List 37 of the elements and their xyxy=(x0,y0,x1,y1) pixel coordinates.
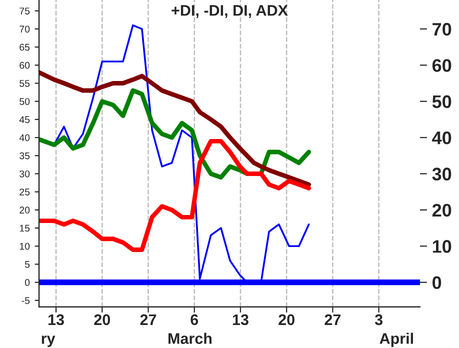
y2-tick-label: 10 xyxy=(432,240,452,253)
x-tick-label: 20 xyxy=(94,314,110,326)
x2-tick-label: ry xyxy=(42,336,56,347)
y-tick-label: -5 xyxy=(22,297,30,304)
x-tick-label: 3 xyxy=(374,314,383,326)
x-tick-label: 20 xyxy=(278,314,294,326)
y-tick-label: 25 xyxy=(20,188,30,196)
y2-tick-label: 20 xyxy=(432,204,452,217)
x-tick-label: 6 xyxy=(190,314,198,326)
y-tick-label: 50 xyxy=(20,98,30,105)
y-tick-label: 5 xyxy=(24,261,30,268)
y2-tick-label: 30 xyxy=(432,168,452,180)
y-tick-label: 75 xyxy=(20,8,30,14)
chart-title: +DI, -DI, DI, ADX xyxy=(172,5,288,18)
x-tick-label: 13 xyxy=(232,314,248,326)
x-tick-label: 13 xyxy=(48,314,64,326)
y2-tick-label: 70 xyxy=(432,22,452,36)
y2-tick-label: 60 xyxy=(432,59,452,72)
y-tick-label: 0 xyxy=(24,279,30,286)
y-tick-label: 70 xyxy=(20,26,30,33)
y-tick-label: 15 xyxy=(20,224,30,232)
x2-tick-label: April xyxy=(380,332,413,347)
y-tick-label: 65 xyxy=(20,44,30,51)
y-tick-label: 35 xyxy=(20,152,30,160)
y-tick-label: 30 xyxy=(20,170,30,178)
y-tick-label: 55 xyxy=(20,80,30,87)
x-tick-label: 27 xyxy=(324,314,341,325)
y-tick-label: 60 xyxy=(20,62,30,69)
y2-tick-label: 0 xyxy=(432,276,442,290)
x-tick-label: 27 xyxy=(140,314,156,325)
y-tick-label: 20 xyxy=(20,206,30,214)
y-tick-label: 10 xyxy=(20,242,30,250)
y2-tick-label: 40 xyxy=(432,131,452,144)
y2-tick-label: 50 xyxy=(432,95,452,108)
x2-tick-label: March xyxy=(168,332,212,344)
y-tick-label: 40 xyxy=(19,134,30,142)
y-tick-label: 45 xyxy=(19,116,30,124)
